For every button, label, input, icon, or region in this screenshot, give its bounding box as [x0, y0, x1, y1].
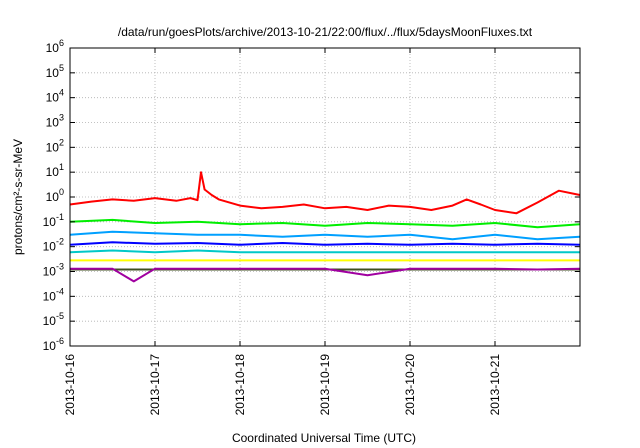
y-tick-label: 10-5 — [43, 311, 64, 328]
y-tick-label: 101 — [46, 162, 64, 179]
y-tick-label: 10-2 — [43, 237, 64, 254]
grid-layer — [70, 48, 580, 346]
y-tick-label: 102 — [46, 137, 64, 154]
x-axis: 2013-10-16 2013-10-17 2013-10-18 2013-10-19… — [63, 48, 502, 415]
x-tick-label: 2013-10-19 — [318, 354, 332, 416]
y-tick-label: 100 — [46, 187, 64, 204]
y-tick-label: 10-6 — [43, 336, 64, 353]
series-line-3 — [69, 241, 580, 246]
series-line-1 — [69, 218, 580, 229]
series-layer — [69, 171, 581, 283]
x-tick-label: 2013-10-17 — [148, 354, 162, 416]
x-tick-label: 2013-10-20 — [403, 354, 417, 416]
x-tick-label: 2013-10-21 — [488, 354, 502, 416]
y-tick-label: 103 — [46, 113, 64, 130]
x-tick-label: 2013-10-18 — [233, 354, 247, 416]
y-tick-label: 104 — [46, 88, 64, 105]
series-line-0 — [69, 171, 581, 215]
chart-title: /data/run/goesPlots/archive/2013-10-21/2… — [118, 25, 533, 39]
y-axis-label: protons/cm²-s-sr-MeV — [11, 139, 25, 255]
y-tick-label: 106 — [46, 38, 64, 55]
series-line-4 — [69, 249, 580, 254]
series-line-2 — [69, 230, 580, 241]
series-line-6 — [70, 267, 580, 283]
x-tick-label: 2013-10-16 — [63, 354, 77, 416]
y-axis: 10-6 10-5 10-4 10-3 10-2 10-1 100 101 102 103 104 1… — [43, 38, 580, 353]
y-tick-label: 10-4 — [43, 286, 64, 303]
x-axis-label: Coordinated Universal Time (UTC) — [232, 431, 416, 445]
y-tick-label: 10-3 — [43, 262, 64, 279]
y-tick-label: 105 — [46, 63, 64, 80]
y-tick-label: 10-1 — [43, 212, 64, 229]
